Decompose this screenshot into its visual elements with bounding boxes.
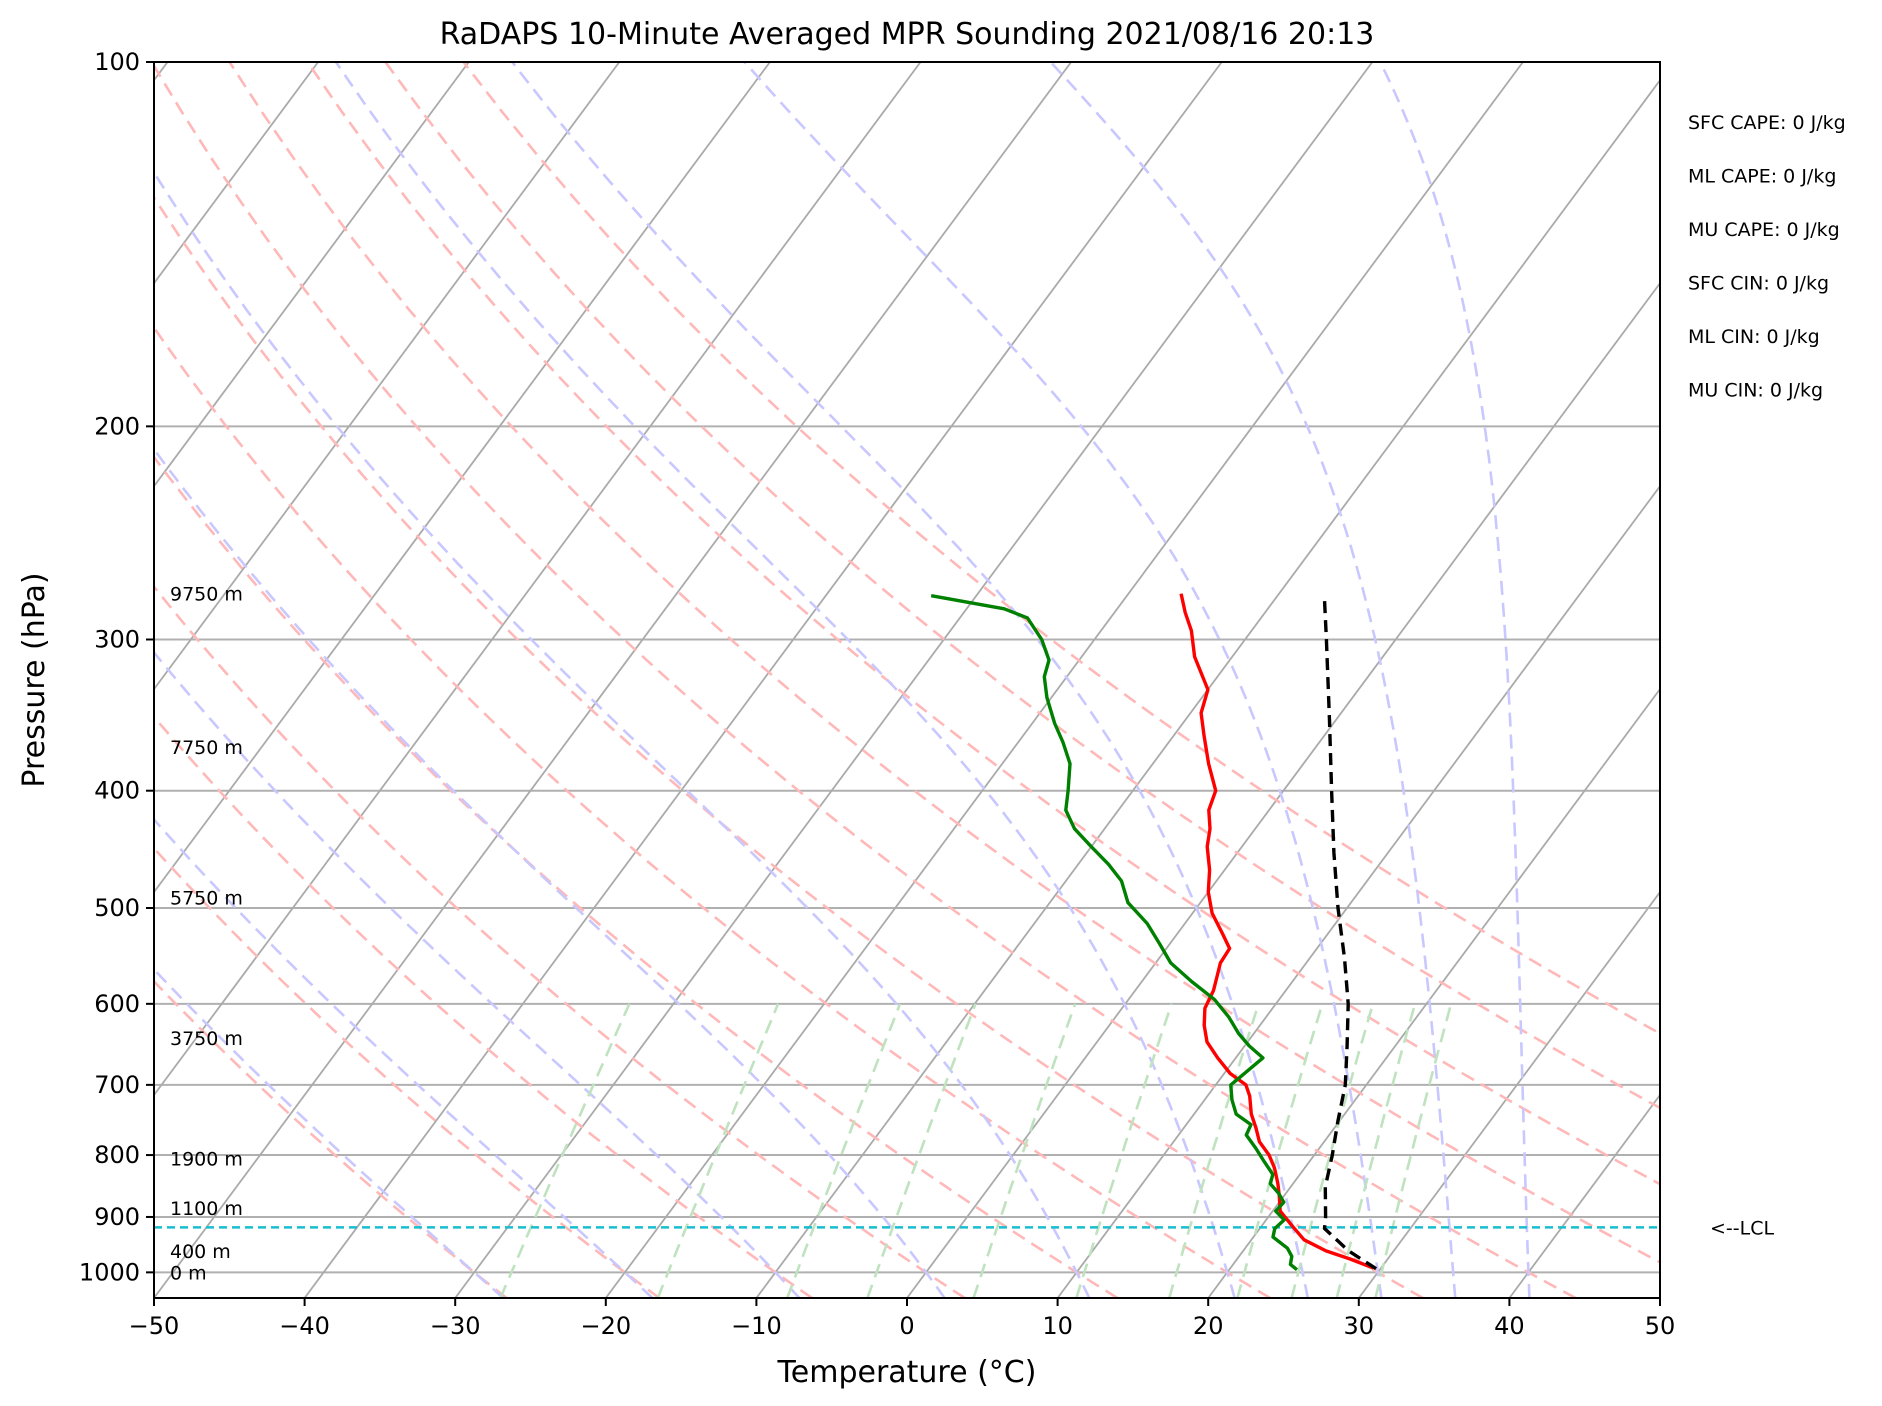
dry-adiabat — [154, 63, 1577, 1298]
moist-adiabat — [743, 62, 1383, 1298]
x-tick-label: 20 — [1193, 1312, 1224, 1340]
moist-adiabat — [154, 447, 946, 1298]
index-label: MU CIN: 0 J/kg — [1688, 380, 1823, 402]
dry-adiabat — [462, 62, 1660, 1036]
dry-adiabat — [228, 62, 1660, 1264]
isotherm — [605, 62, 1524, 1298]
height-label: 9750 m — [170, 584, 243, 606]
sounding-lines — [154, 593, 1660, 1272]
dry-adiabat — [154, 979, 508, 1298]
isotherm — [1659, 1296, 1660, 1298]
dry-adiabat — [154, 325, 1271, 1298]
y-tick-label: 600 — [94, 990, 140, 1018]
y-tick-label: 200 — [94, 412, 140, 440]
isotherm — [1207, 687, 1660, 1298]
index-label: SFC CIN: 0 J/kg — [1688, 273, 1829, 295]
mixing-ratio-line — [972, 1003, 1077, 1298]
chart-title: RaDAPS 10-Minute Averaged MPR Sounding 2… — [440, 17, 1375, 52]
y-axis-label: Pressure (hPa) — [17, 572, 52, 787]
y-tick-label: 700 — [94, 1071, 140, 1099]
dry-adiabat — [154, 455, 1119, 1298]
height-label: 0 m — [170, 1262, 207, 1284]
index-label: SFC CAPE: 0 J/kg — [1688, 112, 1846, 134]
background-lines — [0, 62, 1660, 1298]
moist-adiabat — [154, 817, 654, 1298]
isotherm — [303, 62, 1223, 1298]
x-tick-label: 30 — [1344, 1312, 1375, 1340]
mixing-ratio-line — [499, 1003, 631, 1298]
y-tick-label: 800 — [94, 1141, 140, 1169]
height-label: 5750 m — [170, 887, 243, 909]
isotherm — [154, 62, 1072, 1298]
x-tick-label: −10 — [731, 1312, 782, 1340]
x-tick-label: −50 — [129, 1312, 180, 1340]
mixing-ratio-line — [656, 1003, 780, 1298]
dry-adiabat — [154, 195, 1424, 1298]
isotherm — [154, 62, 470, 488]
isotherm — [154, 62, 771, 894]
isotherm — [755, 78, 1660, 1298]
y-tick-label: 900 — [94, 1203, 140, 1231]
isotherm — [1508, 1093, 1660, 1298]
parcel-profile-line — [1322, 599, 1378, 1271]
x-tick-label: 40 — [1494, 1312, 1525, 1340]
x-tick-label: 0 — [899, 1312, 914, 1340]
height-label: 1900 m — [170, 1148, 243, 1170]
x-tick-label: −20 — [580, 1312, 631, 1340]
dry-adiabat — [154, 846, 661, 1298]
axis-ticks: −50 −40 −30 −20 −10 0 10 20 30 40 50 1000 900 800 700 6… — [79, 48, 1675, 1340]
isotherm — [1358, 890, 1660, 1298]
x-axis-label: Temperature (°C) — [777, 1355, 1037, 1390]
isotherm — [906, 281, 1660, 1298]
isotherm — [154, 62, 319, 285]
indices-panel: SFC CAPE: 0 J/kg ML CAPE: 0 J/kg MU CAPE: … — [1688, 112, 1846, 402]
isotherm — [154, 62, 621, 691]
dry-adiabat — [384, 62, 1660, 1110]
moist-adiabat — [1378, 62, 1531, 1298]
lcl-label: <--LCL — [1710, 1217, 1774, 1239]
y-tick-label: 100 — [94, 48, 140, 76]
plot-frame — [153, 61, 1661, 1299]
y-tick-label: 1000 — [79, 1258, 140, 1286]
index-label: MU CAPE: 0 J/kg — [1688, 219, 1840, 241]
mixing-ratio-line — [1167, 1003, 1260, 1298]
mixing-ratio-line — [1374, 1003, 1453, 1298]
mixing-ratio-line — [866, 1003, 977, 1298]
height-label: 7750 m — [170, 737, 243, 759]
x-tick-label: −30 — [430, 1312, 481, 1340]
isotherm — [0, 62, 17, 1298]
y-tick-label: 300 — [94, 625, 140, 653]
moist-adiabat — [511, 62, 1310, 1298]
x-tick-label: −40 — [279, 1312, 330, 1340]
height-label: 3750 m — [170, 1028, 243, 1050]
x-tick-label: 10 — [1042, 1312, 1073, 1340]
y-tick-label: 400 — [94, 777, 140, 805]
mixing-ratio-line — [1075, 1003, 1173, 1298]
y-tick-label: 500 — [94, 894, 140, 922]
height-label: 400 m — [170, 1241, 231, 1263]
x-tick-label: 50 — [1645, 1312, 1676, 1340]
dry-adiabat — [306, 62, 1660, 1186]
mixing-ratio-line — [785, 1003, 902, 1298]
index-label: ML CIN: 0 J/kg — [1688, 326, 1820, 348]
dewpoint-line — [930, 594, 1299, 1272]
moist-adiabat — [1049, 62, 1457, 1298]
isotherm — [1056, 484, 1660, 1298]
moist-adiabat — [154, 170, 1091, 1298]
isotherm — [154, 62, 922, 1097]
index-label: ML CAPE: 0 J/kg — [1688, 166, 1836, 188]
temperature-line — [1179, 593, 1375, 1270]
moist-adiabat — [154, 967, 505, 1298]
dry-adiabat — [154, 714, 813, 1298]
moist-adiabat — [334, 62, 1236, 1298]
moist-adiabat — [154, 650, 801, 1298]
dry-adiabat — [154, 584, 966, 1298]
height-label: 1100 m — [170, 1198, 243, 1220]
